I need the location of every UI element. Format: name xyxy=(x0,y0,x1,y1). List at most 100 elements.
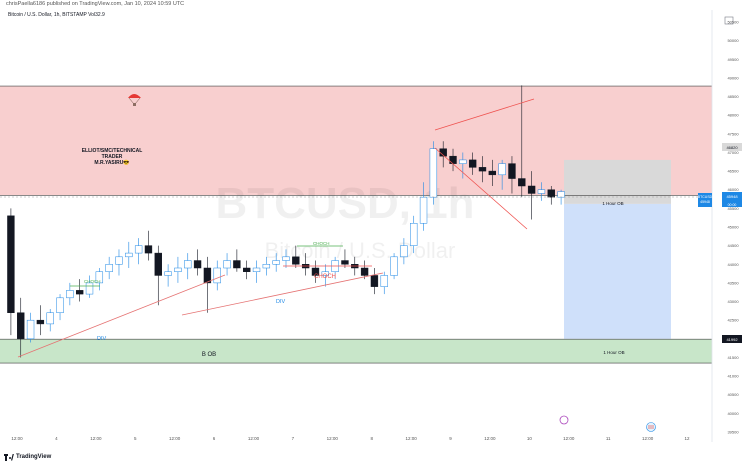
x-tick-label: 5 xyxy=(134,436,137,441)
y-tick-label: 46000 xyxy=(727,187,739,192)
candle-body xyxy=(262,264,271,269)
candle-body xyxy=(223,260,231,269)
candle-body xyxy=(252,267,261,272)
author-line1: ELLIOT/SMC/TECHNICAL xyxy=(82,148,143,154)
candle-body xyxy=(449,155,457,164)
y-tick-label: 47500 xyxy=(727,131,739,136)
candle-body xyxy=(360,267,369,276)
candle-body xyxy=(341,260,349,265)
y-tick-label: 41500 xyxy=(727,355,739,360)
candle-body xyxy=(36,319,45,325)
current-price-axis-text: 45948 xyxy=(726,194,738,199)
y-tick-label: 45500 xyxy=(727,206,739,211)
y-tick-label: 42500 xyxy=(727,318,739,323)
candle-body xyxy=(321,271,329,276)
candle-body xyxy=(95,271,104,284)
candle-body xyxy=(26,319,35,340)
x-tick-label: 12:00 xyxy=(642,436,654,441)
x-tick-label: 12:00 xyxy=(405,436,417,441)
hour-ob-zone xyxy=(564,203,671,339)
x-tick-label: 12:00 xyxy=(484,436,496,441)
candle-body xyxy=(478,167,487,172)
candle-body xyxy=(105,264,113,272)
currency-menu-icon[interactable] xyxy=(724,16,734,25)
y-tick-label: 47000 xyxy=(727,150,739,155)
candle-body xyxy=(115,256,123,265)
y-tick-label: 48500 xyxy=(727,94,739,99)
candle-body xyxy=(292,256,300,265)
candle-body xyxy=(66,290,74,299)
time-axis[interactable]: 12:00 4 12:00 5 12:00 6 12:00 7 12:00 8 12:00 9 12:0… xyxy=(11,436,690,441)
candle-body xyxy=(193,260,202,269)
candle-body xyxy=(390,256,398,276)
y-tick-label: 45000 xyxy=(727,225,739,230)
tradingview-logo[interactable]: TradingView xyxy=(4,452,51,462)
tradingview-logo-icon xyxy=(4,453,14,461)
candle-body xyxy=(56,297,64,313)
div-label-lower: DIV xyxy=(97,336,107,342)
x-tick-label: 12:00 xyxy=(248,436,260,441)
y-tick-label: 46500 xyxy=(727,169,739,174)
candle-body xyxy=(164,271,172,276)
parachute-icon xyxy=(128,94,141,106)
x-tick-label: 4 xyxy=(55,436,58,441)
x-tick-label: 12:00 xyxy=(90,436,102,441)
candlestick-chart[interactable]: BTCUSD, 1h Bitcoin / U.S. Dollar 3950040… xyxy=(0,10,750,450)
candle-body xyxy=(508,163,516,179)
candle-body xyxy=(547,189,555,198)
x-tick-label: 12:00 xyxy=(11,436,23,441)
symbol-line: Bitcoin / U.S. Dollar, 1h, BITSTAMP Vol3… xyxy=(8,12,105,18)
candle-body xyxy=(75,290,84,295)
price-axis[interactable]: 3950040000405004100041500420004250043000… xyxy=(727,20,739,435)
candle-body xyxy=(7,215,15,313)
publisher-text: chrisPaella6186 published on TradingView… xyxy=(6,1,185,7)
candle-body xyxy=(282,256,290,261)
candle-body xyxy=(527,185,536,194)
candle-body xyxy=(419,196,428,224)
x-tick-label: 6 xyxy=(213,436,216,441)
us-flag-icon[interactable] xyxy=(646,422,656,432)
zone-top-price: 46820 xyxy=(726,145,738,150)
candle-body xyxy=(184,260,192,269)
candle-body xyxy=(85,282,94,295)
div-line-upper xyxy=(181,272,384,316)
candle-body xyxy=(459,159,467,164)
candle-body xyxy=(537,189,546,194)
candle-body xyxy=(498,163,506,176)
y-tick-label: 50500 xyxy=(727,20,739,25)
y-tick-label: 39500 xyxy=(727,430,739,435)
event-marker-icon[interactable] xyxy=(559,415,569,425)
x-tick-label: 9 xyxy=(449,436,452,441)
candle-body xyxy=(272,260,280,265)
div-line-lower xyxy=(17,274,226,358)
candle-body xyxy=(380,275,388,287)
footer: TradingView xyxy=(0,450,750,464)
author-line3: M.R.YASIRU😎 xyxy=(94,159,129,166)
y-tick-label: 43000 xyxy=(727,299,739,304)
candle-body xyxy=(17,312,25,340)
y-tick-label: 41000 xyxy=(727,374,739,379)
candle-body xyxy=(429,148,438,198)
y-tick-label: 50000 xyxy=(727,38,739,43)
x-tick-label: 7 xyxy=(292,436,295,441)
candle-body xyxy=(410,223,418,246)
y-tick-label: 48000 xyxy=(727,113,739,118)
candle-body xyxy=(125,252,133,258)
candle-body xyxy=(557,191,565,198)
candle-body xyxy=(144,245,153,254)
y-tick-label: 49000 xyxy=(727,75,739,80)
x-tick-label: 8 xyxy=(370,436,373,441)
candle-body xyxy=(213,267,221,284)
choch-label-green: CHOCH xyxy=(313,241,330,246)
candle-body xyxy=(488,170,497,176)
candle-body xyxy=(468,159,477,168)
y-tick-label: 43500 xyxy=(727,280,739,285)
bullish-ob-zone xyxy=(0,339,712,364)
candle-body xyxy=(46,312,54,325)
candle-body xyxy=(370,275,379,287)
y-tick-label: 40000 xyxy=(727,411,739,416)
chart-area[interactable]: BTCUSD, 1h Bitcoin / U.S. Dollar 39500 40… xyxy=(0,10,750,450)
candle-body xyxy=(174,267,182,272)
candle-body xyxy=(154,252,162,276)
hour-ob-label-upper: 1 Hour OB xyxy=(602,201,623,206)
